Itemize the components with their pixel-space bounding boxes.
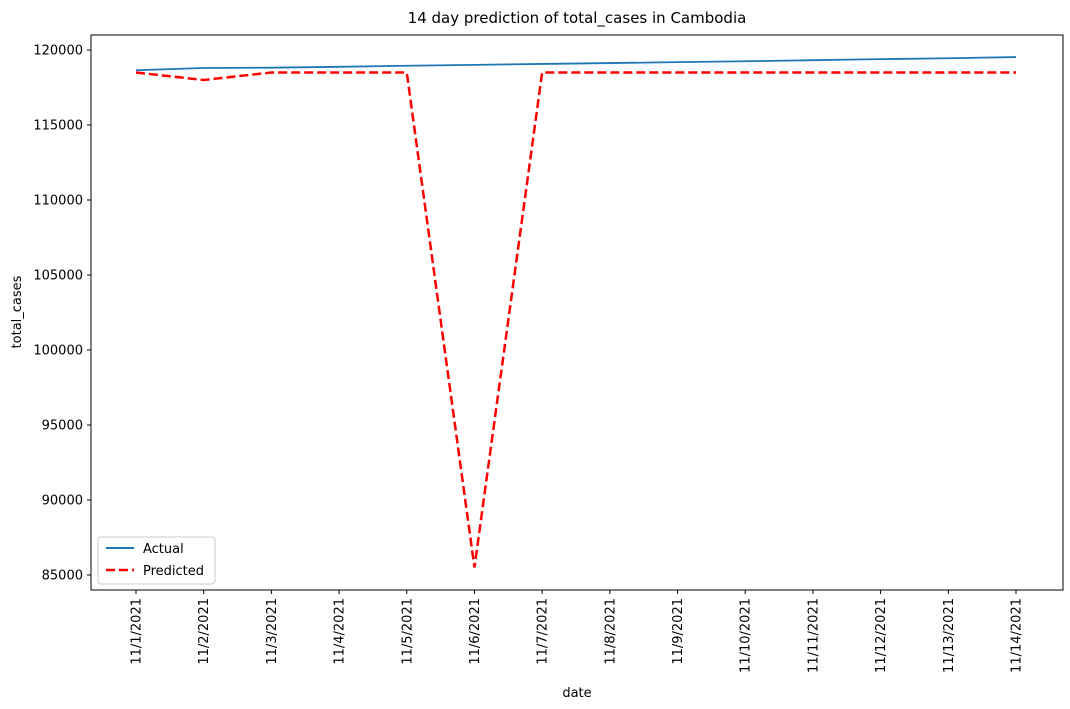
y-axis-ticks: 85000 90000 95000 100000 105000 110000 115000 1… [33, 44, 91, 584]
x-tick-label: 11/5/2021 [400, 598, 415, 665]
legend-label-actual: Actual [143, 542, 184, 557]
x-tick-label: 11/12/2021 [874, 598, 889, 673]
x-tick-label: 11/13/2021 [942, 598, 957, 673]
y-tick-label: 95000 [42, 419, 83, 434]
plot-area-frame [90, 34, 1064, 591]
x-tick-label: 11/6/2021 [468, 598, 483, 665]
x-axis-label: date [562, 686, 591, 701]
legend-label-predicted: Predicted [143, 564, 204, 579]
y-tick-label: 90000 [42, 494, 83, 509]
y-tick-label: 100000 [33, 344, 83, 359]
x-tick-label: 11/3/2021 [265, 598, 280, 665]
series-line-actual [135, 56, 1017, 72]
x-tick-label: 11/9/2021 [671, 598, 686, 665]
x-tick-label: 11/4/2021 [333, 598, 348, 665]
series-layer [135, 56, 1017, 568]
x-tick-label: 11/2/2021 [197, 598, 212, 665]
y-axis-label: total_cases [10, 275, 25, 348]
x-tick-label: 11/14/2021 [1010, 598, 1025, 673]
y-tick-label: 120000 [33, 44, 83, 59]
legend: Actual Predicted [97, 536, 216, 585]
y-tick-label: 105000 [33, 269, 83, 284]
y-tick-label: 110000 [33, 194, 83, 209]
series-line-predicted [135, 71, 1016, 568]
x-axis-ticks: 11/1/2021 11/2/2021 11/3/2021 11/4/2021 11/5… [130, 590, 1025, 673]
x-tick-label: 11/1/2021 [130, 598, 145, 665]
x-tick-label: 11/10/2021 [739, 598, 754, 673]
y-tick-label: 115000 [33, 119, 83, 134]
chart-title: 14 day prediction of total_cases in Camb… [408, 9, 747, 28]
x-tick-label: 11/8/2021 [603, 598, 618, 665]
x-tick-label: 11/7/2021 [536, 598, 551, 665]
y-tick-label: 85000 [42, 569, 83, 584]
x-tick-label: 11/11/2021 [806, 598, 821, 673]
